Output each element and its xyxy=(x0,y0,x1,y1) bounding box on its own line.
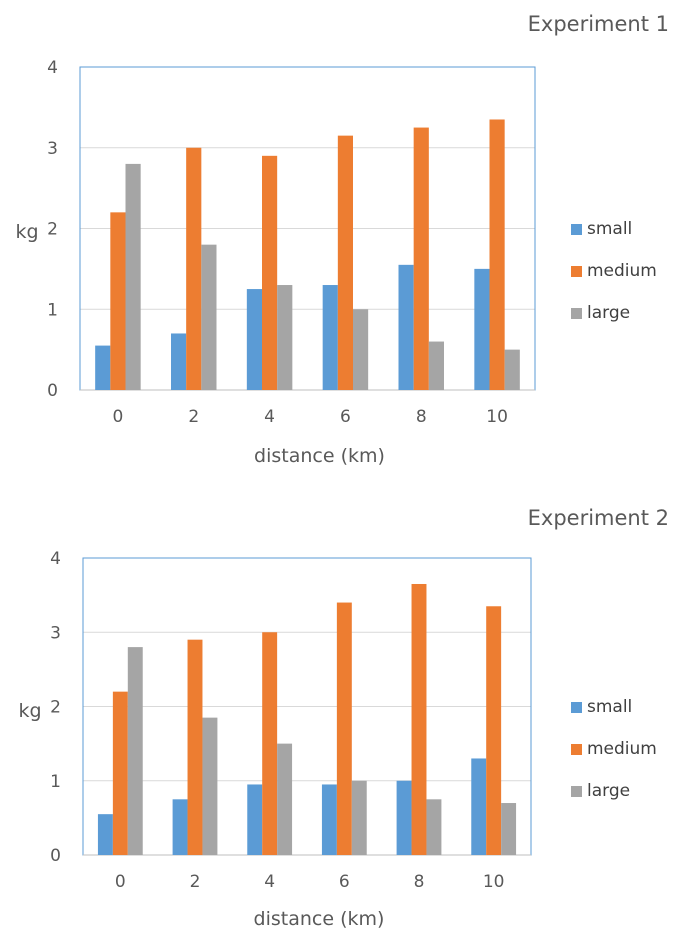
bar-medium-10 xyxy=(486,606,502,855)
bar-medium-8 xyxy=(413,127,429,390)
chart-plot: 0 1 2 3 4 0 2 4 6 8 10 distance (km) kg xyxy=(18,549,532,930)
legend-swatch xyxy=(571,224,582,235)
bar-medium-6 xyxy=(336,602,352,855)
x-tick-label: 2 xyxy=(190,872,201,892)
y-tick-label: 1 xyxy=(50,772,61,792)
legend-item-small: small xyxy=(571,219,681,239)
legend-swatch xyxy=(571,786,582,797)
bar-small-2 xyxy=(171,333,187,390)
bar-small-2 xyxy=(172,799,188,855)
x-tick-label: 4 xyxy=(264,872,275,892)
x-tick-label: 6 xyxy=(339,872,350,892)
x-axis-label: distance (km) xyxy=(254,908,385,930)
bar-medium-4 xyxy=(262,632,278,855)
legend-label: large xyxy=(587,781,631,801)
bar-small-8 xyxy=(396,780,412,855)
bar-medium-0 xyxy=(110,212,126,390)
bar-medium-6 xyxy=(337,135,353,390)
legend-label: medium xyxy=(587,739,657,759)
x-tick-label: 0 xyxy=(115,872,126,892)
chart-plot: 0 1 2 3 4 0 2 4 6 8 10 distance (km) kg xyxy=(15,58,536,467)
bar-large-10 xyxy=(501,803,517,855)
legend-swatch xyxy=(571,744,582,755)
legend-swatch xyxy=(571,308,582,319)
bar-large-8 xyxy=(428,341,444,390)
bar-small-10 xyxy=(474,268,490,390)
legend-label: small xyxy=(587,697,633,717)
chart-experiment-2: Experiment 2 0 1 2 3 4 0 2 4 6 8 10 distance (km) kg… xyxy=(0,500,683,934)
bar-small-6 xyxy=(322,285,338,390)
bar-large-4 xyxy=(277,743,293,855)
y-tick-label: 3 xyxy=(50,623,61,643)
y-tick-label: 3 xyxy=(47,139,58,159)
chart-experiment-1: Experiment 1 0 1 2 3 4 0 2 4 6 8 10 distance (km) kg… xyxy=(15,12,681,467)
x-tick-label: 10 xyxy=(486,407,508,427)
bar-medium-4 xyxy=(262,155,278,390)
bar-large-10 xyxy=(504,349,520,390)
bar-large-4 xyxy=(277,285,293,390)
bar-large-8 xyxy=(426,799,442,855)
x-tick-label: 4 xyxy=(264,407,275,427)
legend-item-large: large xyxy=(571,303,681,323)
legend-label: medium xyxy=(587,261,657,281)
x-tick-label: 10 xyxy=(483,872,505,892)
y-tick-label: 4 xyxy=(50,549,61,569)
legend-item-medium: medium xyxy=(571,739,681,759)
legend-swatch xyxy=(571,266,582,277)
bar-medium-0 xyxy=(112,691,128,855)
y-tick-label: 0 xyxy=(50,846,61,866)
bar-small-0 xyxy=(97,814,113,855)
x-tick-label: 8 xyxy=(414,872,425,892)
bar-medium-2 xyxy=(187,639,203,855)
bar-small-4 xyxy=(246,289,262,390)
x-tick-label: 6 xyxy=(340,407,351,427)
bar-medium-8 xyxy=(411,583,427,855)
bar-small-10 xyxy=(471,758,487,855)
x-axis-label: distance (km) xyxy=(254,445,385,467)
legend-item-medium: medium xyxy=(571,261,681,281)
y-tick-label: 2 xyxy=(50,698,61,718)
y-tick-label: 2 xyxy=(47,220,58,240)
legend-label: small xyxy=(587,219,633,239)
x-tick-label: 2 xyxy=(188,407,199,427)
y-tick-label: 4 xyxy=(47,58,58,78)
x-tick-label: 8 xyxy=(416,407,427,427)
bar-large-0 xyxy=(125,163,141,390)
chart-title: Experiment 2 xyxy=(527,506,669,530)
legend-item-large: large xyxy=(571,781,681,801)
y-tick-label: 1 xyxy=(47,300,58,320)
y-axis-label: kg xyxy=(18,700,41,722)
bar-medium-2 xyxy=(186,147,202,390)
bar-small-0 xyxy=(95,345,111,390)
legend-label: large xyxy=(587,303,631,323)
y-axis-label: kg xyxy=(15,221,38,243)
bar-medium-10 xyxy=(489,119,505,391)
bar-small-6 xyxy=(321,784,337,855)
chart-title: Experiment 1 xyxy=(527,12,669,36)
bar-large-2 xyxy=(202,717,218,855)
legend-swatch xyxy=(571,702,582,713)
bar-large-6 xyxy=(351,780,367,855)
bar-small-4 xyxy=(247,784,263,855)
x-tick-label: 0 xyxy=(113,407,124,427)
bar-small-8 xyxy=(398,264,414,390)
legend-item-small: small xyxy=(571,697,681,717)
bar-large-2 xyxy=(201,244,217,390)
bar-large-6 xyxy=(353,309,369,390)
y-tick-label: 0 xyxy=(47,381,58,401)
bar-large-0 xyxy=(127,647,143,855)
